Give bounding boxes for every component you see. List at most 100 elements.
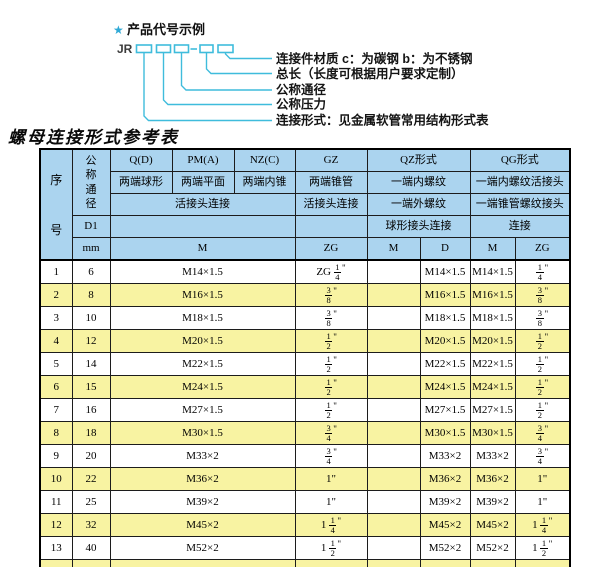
table-cell: M45×2 (469, 513, 516, 537)
table-cell: M30×1.5 (109, 421, 296, 445)
table-cell: 3 (39, 306, 73, 330)
diagram-label-diameter: 公称通径 (276, 82, 327, 97)
table-row: 4 12 M20×1.5 1 2 " M20×1.5 M20×1.5 1 2 " (39, 329, 571, 353)
table-cell: M27×1.5 (469, 398, 516, 422)
header-col-nz: NZ(C) (233, 148, 296, 172)
table-cell: M14×1.5 (109, 259, 296, 284)
table-cell: 2 (39, 283, 73, 307)
inch-mark: " (333, 285, 337, 296)
header-qz-desc2: 一端外螺纹 (366, 193, 471, 216)
table-cell: M24×1.5 (109, 375, 296, 399)
table-cell: M14×1.5 (419, 259, 471, 284)
inch-mark: " (333, 446, 337, 457)
inch-mark: " (544, 400, 549, 411)
table-cell: 1" (294, 467, 368, 491)
header-col-qg: QG形式 (469, 148, 571, 172)
table-row: 9 20 M33×2 3 4 " M33×2 M33×2 3 4 " (39, 444, 571, 468)
table-cell: M16×1.5 (109, 283, 296, 307)
header-nominal-label: 公称通径 (85, 154, 97, 211)
table-cell: 1 2 " (294, 329, 368, 353)
table-cell: 10 (71, 306, 111, 330)
table-row: 1450M64×22"M64×2M64×22" (39, 559, 571, 567)
inch-mark: " (544, 423, 549, 434)
table-cell: 16 (71, 398, 111, 422)
header-col-q: Q(D) (109, 148, 173, 172)
table-cell: 32 (71, 513, 111, 537)
table-cell: ZG 1 4 " (294, 259, 368, 284)
header-seq: 序号 (39, 148, 73, 261)
table-cell: M33×2 (469, 444, 516, 468)
table-row: 3 10 M18×1.5 3 8 " M18×1.5 M18×1.5 3 8 " (39, 306, 571, 330)
table-cell: 18 (71, 421, 111, 445)
table-cell: M27×1.5 (109, 398, 296, 422)
table-cell: M33×2 (109, 444, 296, 468)
table-cell: M52×2 (419, 536, 471, 560)
header-empty-gz (294, 215, 368, 238)
table-cell: 1" (514, 490, 571, 514)
table-cell: 6 (71, 259, 111, 284)
inch-mark: " (544, 354, 549, 365)
connector-line-diameter (180, 52, 272, 91)
table-cell: 1 4 " (514, 259, 571, 284)
table-cell: 8 (71, 283, 111, 307)
table-cell: 22 (71, 467, 111, 491)
table-row: 13 40 M52×2 1 1 2 " M52×2 M52×2 1 1 2 " (39, 536, 571, 560)
table-cell: 3 8 " (294, 283, 368, 307)
table-row: 5 14 M22×1.5 1 2 " M22×1.5 M22×1.5 1 2 " (39, 352, 571, 376)
table-cell: 14 (71, 352, 111, 376)
table-cell: M22×1.5 (469, 352, 516, 376)
diagram-label-pressure: 公称压力 (276, 97, 326, 112)
table-cell: M16×1.5 (469, 283, 516, 307)
product-code-diagram: ★ 产品代号示例 JR 连接件材质 c：为碳钢 b：为不锈钢 总长（长度可根据用… (113, 22, 489, 128)
table-cell: 4 (39, 329, 73, 353)
inch-mark: " (333, 423, 337, 434)
table-cell: M39×2 (469, 490, 516, 514)
table-cell: M64×2 (109, 559, 296, 567)
table-cell: 1" (514, 467, 571, 491)
table-cell: 1" (294, 490, 368, 514)
header-nz-desc: 两端内锥 (233, 171, 296, 194)
inch-mark: " (544, 377, 549, 388)
table-cell: 10 (39, 467, 73, 491)
table-cell: 1 1 4 " (294, 513, 368, 537)
table-cell: 12 (71, 329, 111, 353)
table-cell: M64×2 (419, 559, 471, 567)
table-cell: M33×2 (419, 444, 471, 468)
table-cell: M36×2 (109, 467, 296, 491)
table-cell (366, 398, 421, 422)
header-qg-zg: ZG (514, 237, 571, 261)
table-cell: 11 (39, 490, 73, 514)
table-row: 2 8 M16×1.5 3 8 " M16×1.5 M16×1.5 3 8 " (39, 283, 571, 307)
table-cell: M20×1.5 (109, 329, 296, 353)
table-cell: 20 (71, 444, 111, 468)
header-gz-connection: 活接头连接 (294, 193, 368, 216)
table-cell (366, 490, 421, 514)
table-cell: 3 8 " (514, 306, 571, 330)
table-cell: 1 2 " (514, 352, 571, 376)
table-cell: 6 (39, 375, 73, 399)
table-cell: M18×1.5 (419, 306, 471, 330)
table-cell: 2" (514, 559, 571, 567)
header-seq-label: 序号 (50, 172, 63, 237)
header-qz-desc1: 一端内螺纹 (366, 171, 471, 194)
diagram-label-form: 连接形式：见金属软管常用结构形式表 (276, 113, 489, 128)
table-cell: 15 (71, 375, 111, 399)
table-cell: 3 4 " (294, 421, 368, 445)
inch-mark: " (337, 538, 342, 549)
header-col-qz: QZ形式 (366, 148, 471, 172)
inch-mark: " (548, 515, 553, 526)
table-cell: 14 (39, 559, 73, 567)
table-cell: 25 (71, 490, 111, 514)
table-row: 6 15 M24×1.5 1 2 " M24×1.5 M24×1.5 1 2 " (39, 375, 571, 399)
table-cell: 12 (39, 513, 73, 537)
table-cell (366, 375, 421, 399)
table-cell: M30×1.5 (469, 421, 516, 445)
diagram-title: 产品代号示例 (127, 22, 205, 37)
